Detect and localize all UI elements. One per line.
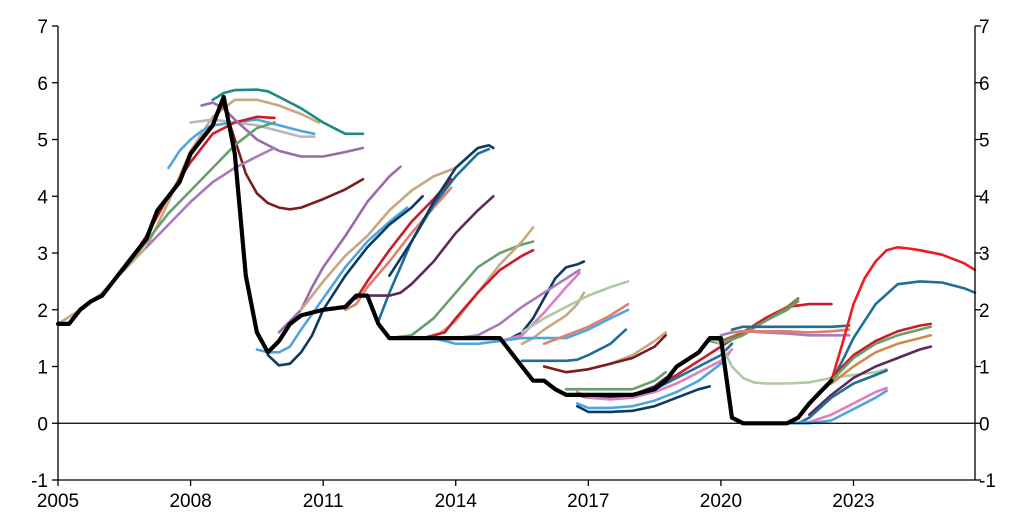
y-tick-label-left: 0: [37, 414, 48, 435]
x-tick-label: 2017: [567, 491, 609, 512]
projection-line-42: [730, 324, 851, 331]
x-tick-label: 2023: [832, 491, 874, 512]
x-tick-label: 2005: [37, 491, 79, 512]
y-tick-label-left: 6: [37, 74, 48, 95]
projection-line-18: [388, 143, 495, 277]
y-tick-label-left: 2: [37, 301, 48, 322]
projection-line-51: [796, 369, 888, 425]
projection-line-21: [421, 248, 535, 340]
y-tick-label-right: 7: [979, 17, 990, 38]
y-tick-label-right: 1: [979, 358, 990, 379]
y-tick-label-left: 7: [37, 17, 48, 38]
projection-line-49: [830, 334, 933, 385]
y-tick-label-left: 1: [37, 358, 48, 379]
projection-line-26: [520, 280, 630, 334]
projection-line-25: [498, 271, 581, 343]
y-tick-label-right: 4: [979, 187, 990, 208]
projection-line-50: [808, 345, 933, 416]
y-tick-label-right: 2: [979, 301, 990, 322]
projection-line-32: [564, 370, 667, 391]
y-tick-label-right: 5: [979, 131, 990, 152]
projection-line-3: [167, 118, 316, 170]
projection-line-24: [454, 268, 581, 340]
projection-line-45: [830, 246, 977, 382]
y-tick-label-right: 6: [979, 74, 990, 95]
x-tick-label: 2020: [700, 491, 742, 512]
projection-line-46: [830, 280, 977, 382]
projection-line-47: [830, 322, 933, 380]
y-tick-label-left: 3: [37, 244, 48, 265]
projection-line-16: [377, 147, 491, 323]
projection-line-27: [432, 308, 630, 346]
y-tick-label-right: -1: [979, 471, 996, 492]
axes-layer: [52, 25, 981, 486]
policy-rate-line: [55, 94, 834, 426]
y-tick-label-left: 4: [37, 187, 48, 208]
y-tick-label-left: 5: [37, 131, 48, 152]
projection-line-7: [222, 104, 365, 211]
projection-line-13: [299, 166, 457, 312]
projection-line-29: [520, 328, 628, 363]
projection-line-48: [830, 325, 933, 382]
y-tick-label-right: 3: [979, 244, 990, 265]
projection-line-17: [355, 195, 495, 297]
series-layer: [55, 88, 977, 426]
projection-line-14: [344, 186, 453, 312]
projection-line-34: [576, 385, 712, 414]
x-tick-label: 2008: [169, 491, 211, 512]
y-tick-label-left: -1: [31, 471, 48, 492]
projection-line-43: [730, 328, 851, 334]
projection-line-35: [576, 351, 731, 410]
tick-labels: -1 0 1 2 3 4 5 6 7 -1 0 1 2 3 4 5 6 7 2005 2008 2011 2014 2017…: [31, 17, 996, 512]
projection-line-31: [542, 334, 667, 374]
projection-line-2: [211, 88, 365, 136]
projection-line-8: [123, 121, 276, 272]
projection-line-28: [542, 302, 630, 346]
projection-line-36: [576, 348, 734, 401]
y-tick-label-right: 0: [979, 414, 990, 435]
x-tick-label: 2014: [435, 491, 478, 512]
projection-line-9: [145, 146, 276, 249]
x-tick-label: 2011: [303, 491, 344, 512]
projection-line-44: [708, 336, 888, 385]
